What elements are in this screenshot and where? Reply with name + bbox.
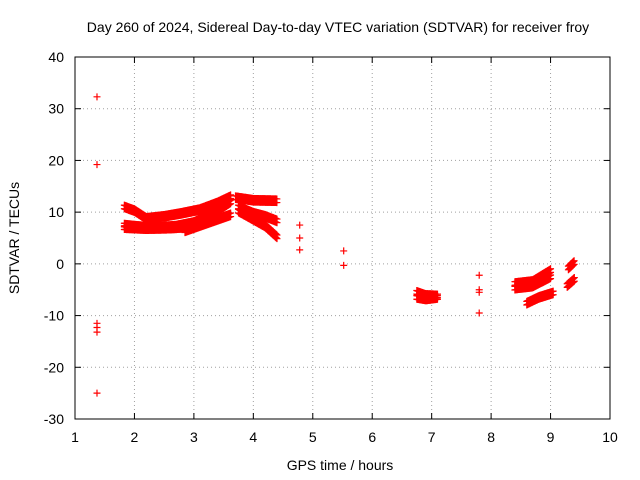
track-point: [272, 234, 280, 242]
track-point: [227, 213, 235, 221]
track-point: [273, 199, 281, 207]
track-point: [569, 261, 577, 269]
data-point: [93, 328, 101, 336]
x-tick-label: 9: [547, 429, 555, 445]
data-point: [475, 288, 483, 296]
chart-title: Day 260 of 2024, Sidereal Day-to-day VTE…: [87, 19, 589, 35]
grid: [75, 57, 610, 419]
data-point: [93, 389, 101, 397]
axis-ticks: 1 2 3 4 5 6 7 8 9 10 -30 -20 -10 0 10 20 30 40: [44, 49, 618, 445]
y-tick-label: 40: [48, 49, 64, 65]
track-point: [433, 295, 441, 303]
x-tick-label: 2: [131, 429, 139, 445]
y-tick-label: 30: [48, 101, 64, 117]
x-tick-label: 6: [368, 429, 376, 445]
data-point: [475, 271, 483, 279]
track-point: [547, 275, 555, 283]
y-tick-label: 10: [48, 204, 64, 220]
track-point: [273, 235, 281, 243]
plot-frame: [74, 56, 611, 420]
track-point: [227, 200, 235, 208]
track-point: [569, 278, 577, 286]
x-tick-label: 10: [602, 429, 618, 445]
y-tick-label: -30: [44, 411, 64, 427]
track-point: [570, 277, 578, 285]
track-point: [570, 278, 578, 286]
x-tick-label: 3: [190, 429, 198, 445]
track-point: [549, 291, 557, 299]
track-point: [570, 260, 578, 268]
track-point: [569, 262, 577, 270]
data-point: [340, 261, 348, 269]
y-tick-label: 0: [56, 256, 64, 272]
x-tick-label: 4: [249, 429, 257, 445]
data-points: [93, 93, 578, 397]
y-axis-label: SDTVAR / TECUs: [6, 182, 22, 294]
y-tick-label: 20: [48, 152, 64, 168]
x-axis-label: GPS time / hours: [287, 457, 394, 473]
y-tick-label: -10: [44, 308, 64, 324]
x-tick-label: 1: [71, 429, 79, 445]
data-point: [296, 234, 304, 242]
data-point: [296, 221, 304, 229]
x-tick-label: 5: [309, 429, 317, 445]
y-tick-label: -20: [44, 359, 64, 375]
x-tick-label: 8: [487, 429, 495, 445]
data-point: [475, 309, 483, 317]
data-point: [93, 93, 101, 101]
data-point: [93, 161, 101, 169]
data-point: [296, 246, 304, 254]
data-point: [340, 247, 348, 255]
track-point: [273, 219, 281, 227]
x-tick-label: 7: [428, 429, 436, 445]
